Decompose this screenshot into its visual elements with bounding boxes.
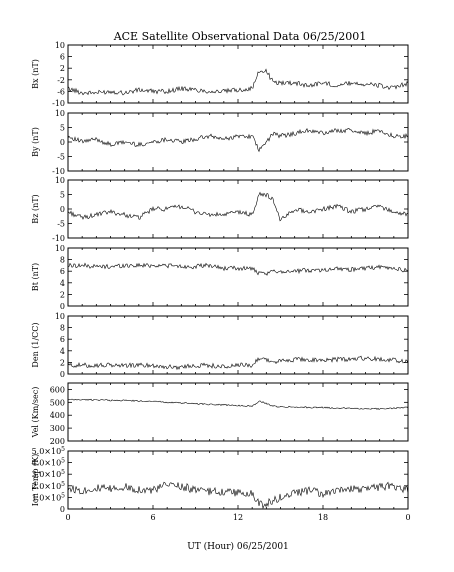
y-tick-label-bz: -5 <box>57 220 65 229</box>
panel-den: 10 8 6 4 2 0 Den (1/CC) <box>31 312 409 379</box>
y-tick-label-den: 8 <box>60 324 65 333</box>
series-line-bz <box>67 191 409 222</box>
y-tick-label-den: 0 <box>60 370 65 379</box>
y-axis-label-temp: Ion Temp (K) <box>31 454 40 507</box>
y-tick-label-bt: 10 <box>55 244 65 253</box>
y-tick-label-by: 5 <box>60 124 65 133</box>
y-tick-label-bt: 8 <box>60 256 65 265</box>
y-tick-label-by: -10 <box>52 167 65 176</box>
y-tick-label-vel: 200 <box>50 437 65 446</box>
y-tick-label-den: 10 <box>55 312 65 321</box>
series-line-bx <box>67 68 409 96</box>
x-tick-label: 12 <box>233 513 243 522</box>
y-axis-label-by: By (nT) <box>31 127 40 157</box>
y-tick-label-temp: 4.0×105 <box>32 458 66 468</box>
y-axis-label-vel: Vel (Km/sec) <box>31 387 40 439</box>
y-tick-label-bx: 2 <box>60 64 65 73</box>
y-tick-label-temp: 5.0×105 <box>32 446 66 456</box>
panel-bx: 10 6 2 -2 -6 -10 Bx (nT) <box>31 41 409 108</box>
y-tick-label-temp: 3.0×105 <box>32 469 66 479</box>
panel-frame-bx <box>67 44 409 104</box>
y-tick-label-bx: 10 <box>55 41 65 50</box>
y-tick-label-temp: 2.0×105 <box>32 481 66 491</box>
y-tick-label-bz: -10 <box>52 234 65 243</box>
panel-frame-bt <box>67 247 409 307</box>
y-tick-label-bt: 0 <box>60 302 65 311</box>
x-axis-label: UT (Hour) 06/25/2001 <box>187 541 289 552</box>
panel-by: 10 5 0 -5 -10 By (nT) <box>31 109 409 176</box>
panels-group: 10 6 2 -2 -6 -10 Bx (nT) 10 5 0 -5 -10 By (nT) 10 5 0 -5… <box>31 41 411 522</box>
series-line-by <box>67 127 409 153</box>
y-tick-label-bx: -6 <box>57 87 65 96</box>
panel-frame-vel <box>67 382 409 442</box>
y-tick-label-vel: 400 <box>50 411 65 420</box>
y-tick-label-vel: 300 <box>50 424 65 433</box>
y-tick-label-vel: 500 <box>50 398 65 407</box>
x-tick-label: 6 <box>150 513 155 522</box>
y-tick-label-bz: 5 <box>60 191 65 200</box>
panel-bt: 10 8 6 4 2 0 Bt (nT) <box>31 244 409 311</box>
series-line-vel <box>67 398 409 410</box>
y-tick-label-by: -5 <box>57 153 65 162</box>
y-tick-label-by: 10 <box>55 109 65 118</box>
y-tick-label-temp: 1.0×105 <box>32 492 66 502</box>
y-tick-label-by: 0 <box>60 138 65 147</box>
panel-frame-temp <box>67 450 409 510</box>
y-tick-label-bx: 6 <box>60 53 65 62</box>
series-line-den <box>67 355 409 371</box>
y-tick-label-bx: -2 <box>57 76 65 85</box>
y-axis-label-bt: Bt (nT) <box>31 263 40 291</box>
panel-vel: 600 500 400 300 200 Vel (Km/sec) <box>31 382 409 446</box>
y-tick-label-bz: 10 <box>55 176 65 185</box>
series-line-temp <box>67 481 409 510</box>
y-tick-label-den: 2 <box>60 358 65 367</box>
y-tick-label-bx: -10 <box>52 99 65 108</box>
y-tick-label-den: 6 <box>60 335 65 344</box>
y-tick-label-den: 4 <box>60 347 65 356</box>
y-tick-label-bt: 4 <box>60 279 65 288</box>
y-tick-label-bt: 6 <box>60 267 65 276</box>
panel-bz: 10 5 0 -5 -10 Bz (nT) <box>31 176 409 243</box>
chart-title: ACE Satellite Observational Data 06/25/2… <box>113 30 367 43</box>
y-tick-label-vel: 600 <box>50 385 65 394</box>
y-tick-label-bz: 0 <box>60 205 65 214</box>
x-tick-label: 0 <box>65 513 70 522</box>
x-tick-label: 18 <box>318 513 328 522</box>
x-tick-label: 0 <box>405 513 410 522</box>
y-axis-label-bx: Bx (nT) <box>31 59 40 89</box>
y-tick-label-temp: 0 <box>60 505 65 514</box>
y-tick-label-bt: 2 <box>60 290 65 299</box>
y-axis-label-den: Den (1/CC) <box>31 322 40 367</box>
y-axis-label-bz: Bz (nT) <box>31 194 40 223</box>
series-line-bt <box>67 262 409 276</box>
panel-frame-bz <box>67 179 409 239</box>
